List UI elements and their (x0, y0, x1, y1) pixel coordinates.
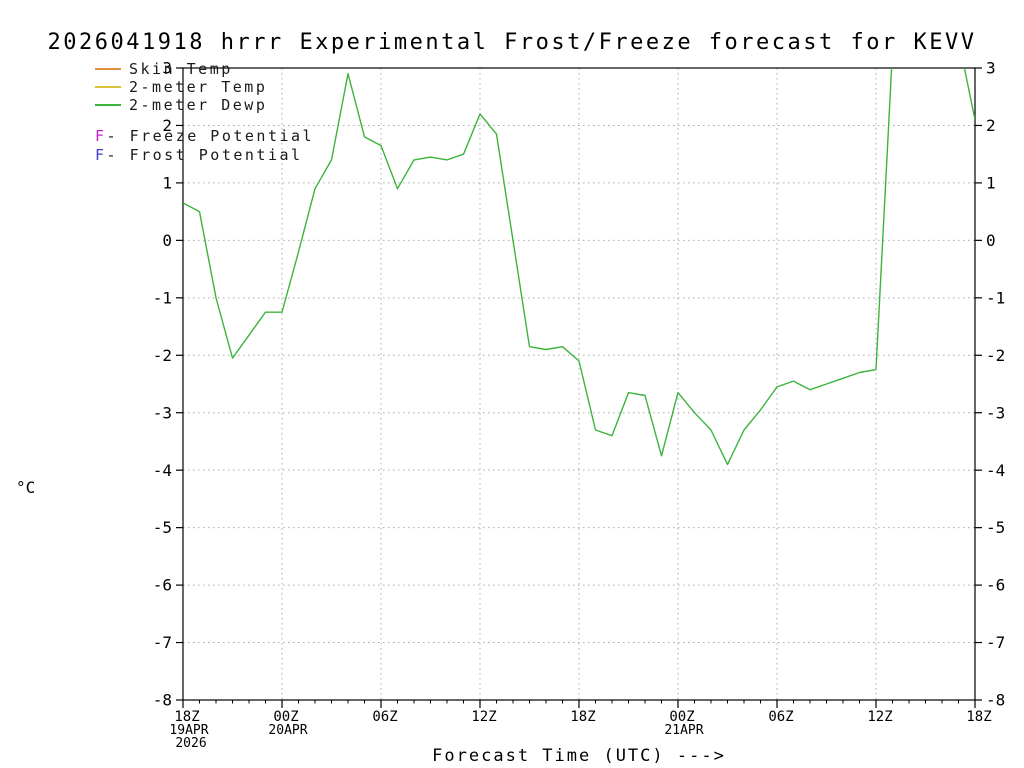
legend-item-skin-temp: Skin Temp (95, 60, 314, 78)
y-tick-label: -1 (153, 288, 172, 307)
y-tick-label: -7 (986, 633, 1005, 652)
x-tick-label: 00Z (273, 709, 298, 725)
legend-line-swatch (95, 104, 121, 106)
y-tick-label: -3 (986, 403, 1005, 422)
legend-line-swatch (95, 68, 121, 70)
y-tick-label: 1 (986, 174, 996, 193)
legend-item-2-meter-dewp: 2-meter Dewp (95, 96, 314, 114)
y-tick-label: -8 (153, 691, 172, 710)
y-tick-label: -7 (153, 633, 172, 652)
y-tick-label: -5 (986, 518, 1005, 537)
y-tick-label: 0 (986, 231, 996, 250)
x-tick-label: 18Z (966, 709, 991, 725)
dewp-line (183, 68, 975, 466)
y-tick-label: 3 (986, 59, 996, 78)
y-tick-label: -3 (153, 403, 172, 422)
legend-label: Skin Temp (129, 60, 233, 78)
x-date-label: 20APR (268, 723, 307, 738)
legend-label: 2-meter Temp (129, 78, 268, 96)
x-tick-label: 06Z (768, 709, 793, 725)
x-axis-label: Forecast Time (UTC) ---> (432, 746, 726, 766)
legend-letter-swatch: F (95, 145, 107, 164)
y-tick-label: 2 (986, 116, 996, 135)
y-tick-label: 3 (162, 59, 172, 78)
x-tick-label: 18Z (174, 709, 199, 725)
legend-label: 2-meter Dewp (129, 96, 268, 114)
x-tick-label: 12Z (471, 709, 496, 725)
x-date-label: 21APR (664, 723, 703, 738)
y-tick-label: -4 (153, 461, 172, 480)
legend-label: - Freeze Potential (106, 126, 315, 145)
x-tick-label: 18Z (570, 709, 595, 725)
y-axis-label: °C (16, 478, 36, 497)
x-tick-label: 12Z (867, 709, 892, 725)
y-tick-label: 2 (162, 116, 172, 135)
y-tick-label: -5 (153, 518, 172, 537)
x-date-label: 19APR (169, 723, 208, 738)
y-tick-label: -8 (986, 691, 1005, 710)
legend-letter-swatch: F (95, 126, 107, 145)
legend-line-swatch (95, 86, 121, 88)
legend-label: - Frost Potential (106, 145, 303, 164)
y-tick-label: 0 (162, 231, 172, 250)
y-tick-label: -4 (986, 461, 1005, 480)
chart-legend: Skin Temp 2-meter Temp 2-meter Dewp F - Fre… (95, 60, 314, 164)
y-tick-label: -6 (153, 576, 172, 595)
page-title: 2026041918 hrrr Experimental Frost/Freez… (47, 30, 977, 55)
y-tick-label: -2 (986, 346, 1005, 365)
x-tick-label: 06Z (372, 709, 397, 725)
x-tick-label: 00Z (669, 709, 694, 725)
y-tick-label: 1 (162, 174, 172, 193)
legend-item-2-meter-temp: 2-meter Temp (95, 78, 314, 96)
legend-item-frost-potential: F - Frost Potential (95, 145, 314, 164)
y-tick-label: -6 (986, 576, 1005, 595)
y-tick-label: -1 (986, 288, 1005, 307)
x-year-label: 2026 (175, 736, 206, 751)
legend-item-freeze-potential: F - Freeze Potential (95, 126, 314, 145)
y-tick-label: -2 (153, 346, 172, 365)
